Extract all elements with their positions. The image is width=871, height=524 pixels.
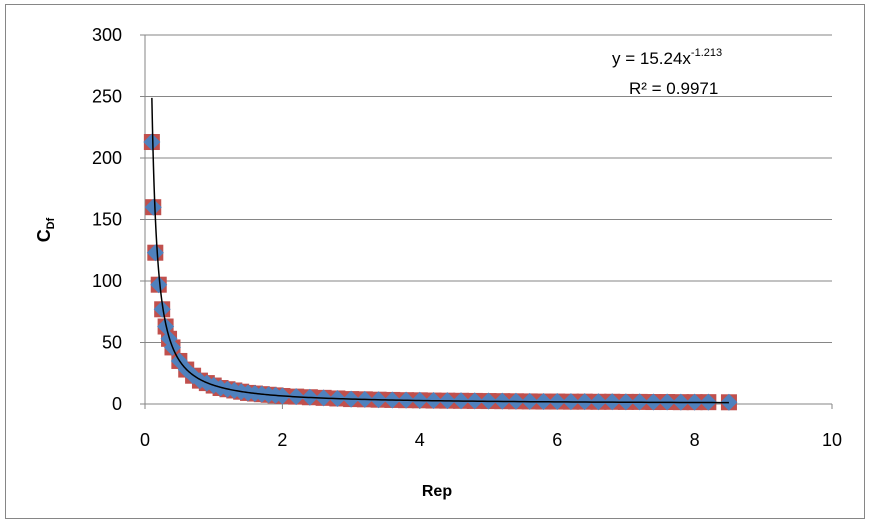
trendline-equation: y = 15.24x-1.213 [612, 47, 722, 68]
x-tick-label: 6 [552, 430, 562, 450]
x-tick-label: 8 [690, 430, 700, 450]
trendline [151, 97, 729, 404]
x-tick-label: 4 [415, 430, 425, 450]
equation-exponent: -1.213 [691, 47, 722, 59]
y-axis-title-subscript: Df [45, 217, 57, 229]
y-tick-label: 0 [112, 394, 122, 414]
x-axis-title: Rep [422, 483, 452, 500]
gridlines [145, 34, 832, 343]
y-tick-label: 250 [92, 87, 122, 107]
y-tick-label: 150 [92, 210, 122, 230]
data-point-diamond [144, 198, 162, 216]
y-tick-label: 200 [92, 148, 122, 168]
x-tick-label: 2 [277, 430, 287, 450]
y-tick-label: 100 [92, 271, 122, 291]
y-tick-labels: 0 50 100 150 200 250 300 [92, 25, 122, 414]
data-points [143, 133, 738, 411]
y-tick-label: 300 [92, 25, 122, 45]
x-tick-label: 0 [140, 430, 150, 450]
r-squared-label: R² = 0.9971 [629, 79, 718, 98]
chart-frame [5, 4, 865, 519]
y-axis-title-main: C [34, 229, 54, 242]
y-tick-label: 50 [102, 333, 122, 353]
data-point-diamond [146, 244, 164, 262]
tick-marks [140, 34, 833, 409]
data-point-diamond [143, 133, 161, 151]
equation-prefix: y = 15.24x [612, 49, 691, 68]
x-tick-label: 10 [822, 430, 842, 450]
x-tick-labels: 0 2 4 6 8 10 [140, 430, 842, 450]
data-point-diamond [150, 276, 168, 294]
data-point-diamond [153, 300, 171, 318]
y-axis-title: CDf [34, 217, 57, 242]
